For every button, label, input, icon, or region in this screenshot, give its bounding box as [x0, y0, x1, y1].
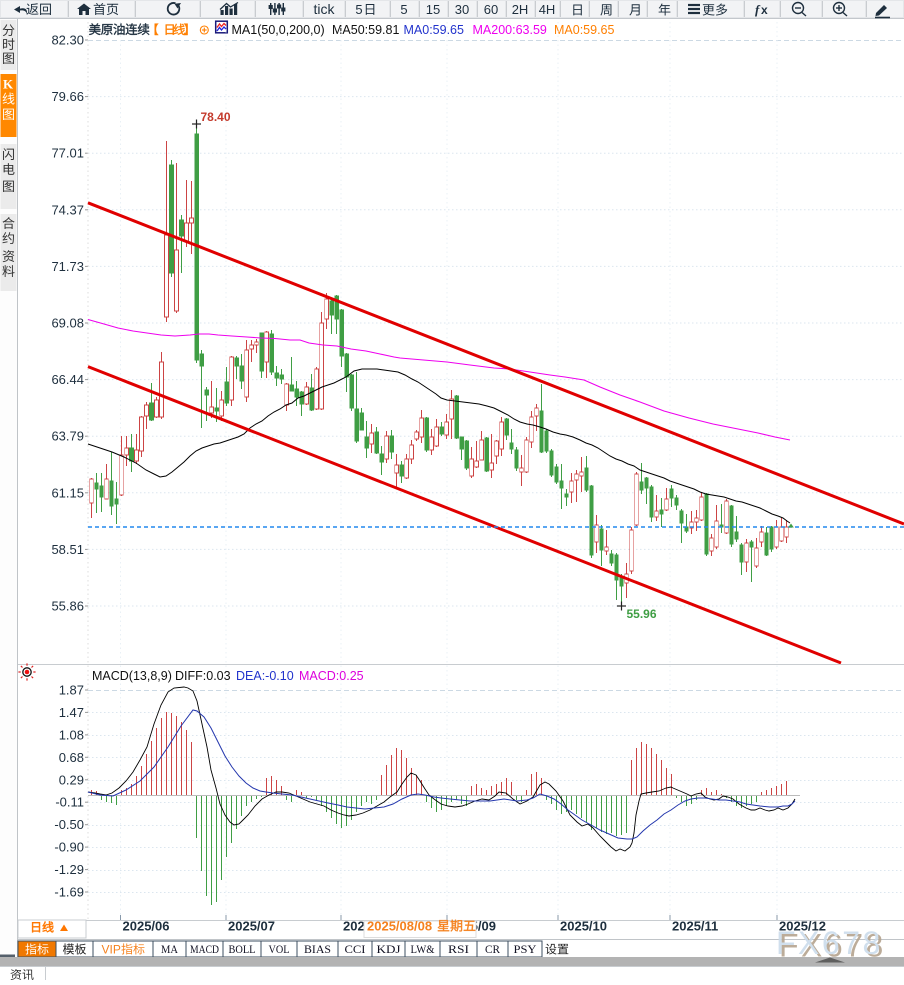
svg-text:DIFF:0.03: DIFF:0.03: [175, 669, 231, 683]
svg-text:PSY: PSY: [514, 944, 538, 956]
svg-text:69.08: 69.08: [51, 316, 84, 331]
svg-text:MA50:59.81: MA50:59.81: [332, 23, 399, 37]
svg-text:MACD(13,8,9): MACD(13,8,9): [92, 669, 172, 683]
svg-text:2H: 2H: [512, 2, 529, 17]
svg-text:1.87: 1.87: [59, 683, 84, 698]
svg-text:RSI: RSI: [448, 944, 469, 956]
svg-text:-0.11: -0.11: [55, 795, 84, 810]
svg-text:77.01: 77.01: [51, 146, 84, 161]
svg-text:tick: tick: [314, 1, 336, 17]
svg-text:DEA:-0.10: DEA:-0.10: [236, 669, 294, 683]
svg-text:BIAS: BIAS: [304, 944, 331, 956]
svg-text:5: 5: [355, 2, 362, 17]
svg-text:74.37: 74.37: [51, 202, 84, 217]
svg-text:2025/06: 2025/06: [123, 919, 170, 934]
svg-text:CCI: CCI: [345, 944, 366, 956]
svg-text:-1.29: -1.29: [54, 862, 84, 877]
svg-text:71.73: 71.73: [51, 259, 84, 274]
svg-text:FX678: FX678: [776, 925, 883, 961]
svg-text:VOL: VOL: [269, 944, 290, 956]
svg-text:MA200:63.59: MA200:63.59: [473, 23, 547, 37]
svg-text:5: 5: [400, 2, 407, 17]
svg-text:79.66: 79.66: [51, 89, 84, 104]
svg-text:58.51: 58.51: [51, 542, 84, 557]
svg-text:2025/07: 2025/07: [228, 919, 275, 934]
svg-text:15: 15: [426, 2, 440, 17]
svg-text:-0.50: -0.50: [54, 817, 84, 832]
svg-text:MACD:0.25: MACD:0.25: [299, 669, 364, 683]
svg-text:LW&: LW&: [411, 944, 435, 956]
svg-text:0.29: 0.29: [59, 772, 84, 787]
svg-text:66.44: 66.44: [51, 372, 84, 387]
svg-text:82.30: 82.30: [51, 33, 84, 48]
svg-text:MACD: MACD: [190, 944, 219, 956]
svg-text:2025/10: 2025/10: [560, 919, 607, 934]
svg-text:78.40: 78.40: [201, 110, 231, 124]
svg-text:CR: CR: [485, 944, 500, 956]
svg-text:-0.90: -0.90: [54, 840, 84, 855]
svg-text:63.79: 63.79: [51, 429, 84, 444]
svg-text:30: 30: [455, 2, 469, 17]
svg-text:2025/11: 2025/11: [672, 919, 718, 934]
svg-text:60: 60: [484, 2, 498, 17]
svg-text:MA: MA: [161, 944, 179, 956]
svg-text:4H: 4H: [539, 2, 556, 17]
svg-text:MA0:59.65: MA0:59.65: [404, 23, 465, 37]
svg-text:2025/08/08: 2025/08/08: [367, 919, 432, 934]
svg-text:0.68: 0.68: [59, 750, 84, 765]
svg-text:1.47: 1.47: [59, 705, 84, 720]
svg-text:f: f: [755, 2, 761, 17]
svg-text:KDJ: KDJ: [377, 944, 402, 956]
svg-text:FX678: FX678: [779, 928, 886, 964]
svg-text:MA1(50,0,200,0): MA1(50,0,200,0): [232, 23, 325, 37]
svg-text:1.08: 1.08: [59, 727, 84, 742]
svg-text:2025/12: 2025/12: [779, 919, 826, 934]
svg-text:x: x: [761, 3, 768, 17]
svg-text:55.96: 55.96: [627, 607, 657, 621]
svg-text:61.15: 61.15: [51, 485, 84, 500]
svg-text:BOLL: BOLL: [229, 944, 256, 956]
svg-text:MA0:59.65: MA0:59.65: [554, 23, 615, 37]
svg-text:55.86: 55.86: [51, 599, 84, 614]
svg-text:VIP: VIP: [102, 943, 121, 957]
svg-text:-1.69: -1.69: [54, 885, 84, 900]
svg-text:K: K: [3, 77, 14, 92]
